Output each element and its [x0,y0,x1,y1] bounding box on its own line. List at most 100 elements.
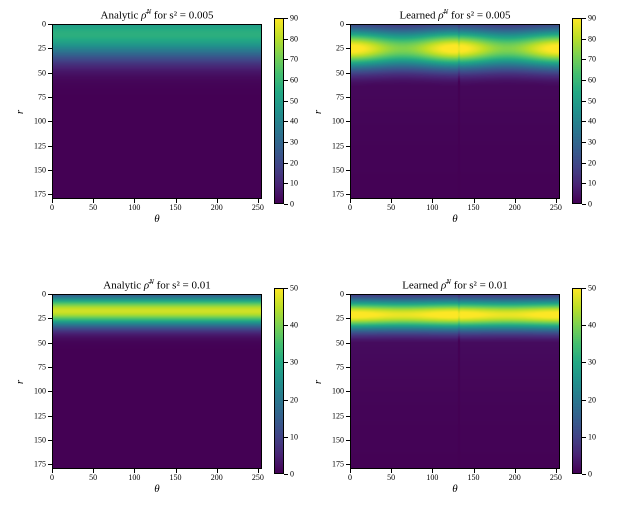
colorbar-tick-label: 40 [588,117,596,126]
title-suffix: for s² = 0.005 [151,10,213,22]
x-tick-label: 50 [387,203,395,212]
colorbar-tick-label: 10 [290,432,298,441]
x-tick-label: 150 [468,473,480,482]
x-tick-label: 100 [128,473,140,482]
heatmap-bottom-right [350,294,560,469]
heatmap-panel-bottom-left: Analytic ρ̄N for s² = 0.01rθ025507510012… [52,294,262,469]
x-tick-label: 200 [211,473,223,482]
colorbar-tick-label: 90 [290,14,298,23]
heatmap-top-right [350,24,560,199]
colorbar-tick-label: 50 [290,284,298,293]
y-tick-label: 0 [320,20,344,29]
title-prefix: Learned [402,280,441,292]
colorbar-top-right: 0102030405060708090 [572,18,582,204]
colorbar-tick-label: 50 [588,284,596,293]
colorbar-tick-label: 40 [290,321,298,330]
colorbar-tick-label: 70 [290,55,298,64]
y-tick-label: 175 [320,460,344,469]
x-tick-label: 50 [387,473,395,482]
colorbar-tick-label: 0 [290,200,294,209]
y-tick-label: 125 [320,411,344,420]
y-tick-label: 125 [320,141,344,150]
colorbar-tick-label: 0 [588,200,592,209]
heatmap-top-left [52,24,262,199]
heatmap-bottom-left [52,294,262,469]
y-tick-label: 75 [320,92,344,101]
y-axis-label: r [14,109,26,113]
x-tick-label: 250 [550,203,562,212]
colorbar-tick-label: 20 [290,158,298,167]
x-tick-label: 150 [170,473,182,482]
x-tick-label: 200 [509,473,521,482]
title-suffix: for s² = 0.005 [448,10,510,22]
y-tick-label: 50 [320,338,344,347]
title-suffix: for s² = 0.01 [154,280,211,292]
colorbar-tick-label: 60 [588,76,596,85]
colorbar-tick-label: 40 [588,321,596,330]
y-tick-label: 100 [22,117,46,126]
x-tick-label: 200 [211,203,223,212]
x-tick-label: 200 [509,203,521,212]
figure-root: Analytic ρ̄N for s² = 0.005rθ02550751001… [0,0,640,514]
colorbar-tick-label: 90 [588,14,596,23]
x-tick-label: 150 [468,203,480,212]
y-tick-label: 50 [22,68,46,77]
x-tick-label: 0 [50,203,54,212]
x-tick-label: 100 [426,203,438,212]
colorbar-tick-label: 30 [588,138,596,147]
colorbar-tick-label: 60 [290,76,298,85]
x-tick-label: 250 [252,203,264,212]
y-axis-label: r [14,379,26,383]
colorbar-tick-label: 50 [588,96,596,105]
y-axis-label: r [312,379,324,383]
y-tick-label: 25 [22,314,46,323]
y-tick-label: 150 [22,435,46,444]
y-tick-label: 125 [22,411,46,420]
y-tick-label: 50 [22,338,46,347]
x-tick-label: 100 [426,473,438,482]
colorbar-tick-label: 20 [588,395,596,404]
colorbar-bottom-left: 01020304050 [274,288,284,474]
y-tick-label: 25 [22,44,46,53]
x-tick-label: 150 [170,203,182,212]
heatmap-panel-top-left: Analytic ρ̄N for s² = 0.005rθ02550751001… [52,24,262,199]
panel-title: Analytic ρ̄N for s² = 0.01 [52,278,262,292]
panel-title: Learned ρ̄N for s² = 0.005 [350,8,560,22]
y-tick-label: 150 [320,165,344,174]
y-tick-label: 75 [22,92,46,101]
y-tick-label: 50 [320,68,344,77]
colorbar-tick-label: 80 [588,34,596,43]
y-tick-label: 100 [320,387,344,396]
y-tick-label: 0 [22,20,46,29]
x-axis-label: θ [52,483,262,495]
y-tick-label: 100 [320,117,344,126]
heatmap-panel-top-right: Learned ρ̄N for s² = 0.005rθ025507510012… [350,24,560,199]
colorbar-tick-label: 10 [588,179,596,188]
x-tick-label: 0 [348,473,352,482]
x-tick-label: 100 [128,203,140,212]
title-suffix: for s² = 0.01 [451,280,508,292]
panel-title: Analytic ρ̄N for s² = 0.005 [52,8,262,22]
colorbar-tick-label: 50 [290,96,298,105]
colorbar-top-left: 0102030405060708090 [274,18,284,204]
y-tick-label: 25 [320,314,344,323]
colorbar-tick-label: 20 [588,158,596,167]
colorbar-tick-label: 0 [290,470,294,479]
colorbar-tick-label: 10 [290,179,298,188]
title-prefix: Analytic [101,10,142,22]
y-tick-label: 25 [320,44,344,53]
x-axis-label: θ [350,483,560,495]
x-tick-label: 50 [89,473,97,482]
y-tick-label: 175 [22,460,46,469]
colorbar-tick-label: 0 [588,470,592,479]
y-tick-label: 0 [22,290,46,299]
colorbar-tick-label: 40 [290,117,298,126]
x-tick-label: 250 [252,473,264,482]
y-tick-label: 75 [22,362,46,371]
title-prefix: Analytic [103,280,144,292]
y-tick-label: 150 [22,165,46,174]
x-tick-label: 50 [89,203,97,212]
colorbar-tick-label: 70 [588,55,596,64]
y-tick-label: 175 [22,190,46,199]
y-tick-label: 75 [320,362,344,371]
